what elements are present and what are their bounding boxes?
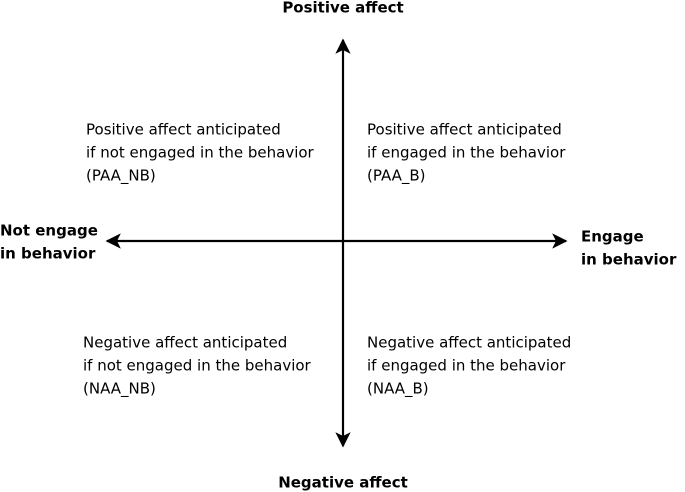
quadrant-text: (NAA_B): [367, 380, 429, 399]
quadrant-text: Negative affect anticipated: [83, 334, 287, 352]
quadrant-text: if not engaged in the behavior: [83, 357, 312, 375]
quadrant-text: Positive affect anticipated: [367, 121, 562, 139]
quadrant-text: Positive affect anticipated: [86, 121, 281, 139]
quadrant-text: (NAA_NB): [83, 380, 156, 399]
quadrant-text: (PAA_B): [367, 167, 426, 186]
axis-label-top: Positive affect: [282, 0, 403, 17]
quadrant-text: (PAA_NB): [86, 167, 156, 186]
axis-label-right: Engage: [581, 228, 644, 246]
quadrant-text: if not engaged in the behavior: [86, 144, 315, 162]
quadrant-text: Negative affect anticipated: [367, 334, 571, 352]
quadrant-text: if engaged in the behavior: [367, 357, 566, 375]
quadrant-text: if engaged in the behavior: [367, 144, 566, 162]
axis-label-left: Not engage: [0, 222, 98, 240]
axis-label-bottom: Negative affect: [278, 474, 408, 492]
axis-label-right: in behavior: [581, 251, 677, 269]
axis-label-left: in behavior: [0, 245, 96, 263]
